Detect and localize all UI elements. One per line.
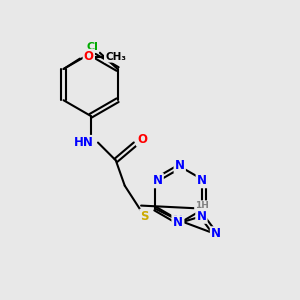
Text: HN: HN — [74, 136, 94, 149]
Text: N: N — [173, 216, 183, 229]
Text: N: N — [151, 174, 161, 187]
Text: N: N — [172, 214, 183, 227]
Text: N: N — [211, 227, 221, 241]
Text: Cl: Cl — [86, 42, 98, 52]
Text: O: O — [84, 50, 94, 63]
Text: CH₃: CH₃ — [105, 52, 126, 61]
Text: O: O — [137, 133, 147, 146]
Text: S: S — [140, 210, 149, 223]
Text: N: N — [197, 174, 207, 187]
Text: N: N — [175, 159, 185, 172]
Text: N: N — [199, 174, 208, 187]
Text: N: N — [153, 174, 163, 187]
Text: N: N — [196, 210, 206, 223]
Text: 1H: 1H — [195, 201, 209, 210]
